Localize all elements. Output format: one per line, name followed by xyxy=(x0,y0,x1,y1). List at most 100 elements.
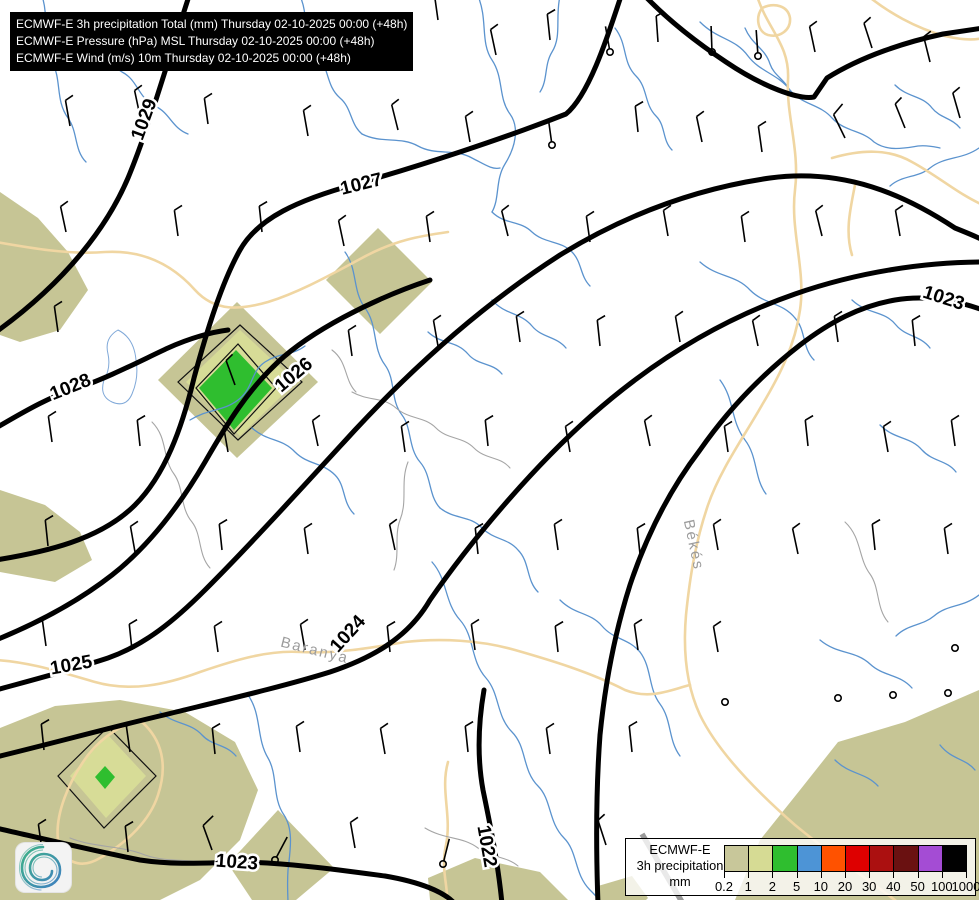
wind-barb xyxy=(808,20,818,53)
wind-barb xyxy=(213,620,223,653)
wind-barb xyxy=(133,84,143,117)
wind-barb xyxy=(943,522,953,555)
isobar-label: 1025 xyxy=(49,651,95,679)
legend-tick xyxy=(820,872,822,878)
wind-barb xyxy=(952,86,961,119)
header-line-precip: ECMWF-E 3h precipitation Total (mm) Thur… xyxy=(16,17,408,31)
wind-barb xyxy=(628,720,638,753)
wind-barb xyxy=(464,720,474,753)
wind-barb xyxy=(470,618,480,651)
isobar-label: 1023 xyxy=(920,282,967,315)
legend-tick-label: 1000 xyxy=(951,879,979,894)
wind-barb xyxy=(751,314,761,347)
wind-barb xyxy=(695,110,705,143)
legend-tick-label: 40 xyxy=(886,879,901,894)
legend-tick-label: 30 xyxy=(861,879,877,894)
wind-barb xyxy=(474,522,484,555)
wind-barb xyxy=(585,210,595,243)
region-label: Békés xyxy=(680,518,707,572)
wind-barb xyxy=(633,618,643,651)
wind-barb xyxy=(337,214,347,247)
legend-tick-label: 5 xyxy=(792,879,801,894)
wind-barb xyxy=(894,96,906,129)
wind-barb xyxy=(707,25,716,56)
wind-barb xyxy=(720,697,729,706)
legend-tick xyxy=(772,872,774,878)
legend-tick-label: 100 xyxy=(930,879,953,894)
wind-barb xyxy=(634,100,644,133)
wind-barb xyxy=(832,103,846,139)
wind-barb xyxy=(888,690,897,699)
wind-barb xyxy=(757,120,767,153)
app-logo xyxy=(15,842,72,893)
wind-barb xyxy=(125,720,135,753)
wind-barb xyxy=(202,815,214,851)
wind-barb xyxy=(712,518,722,551)
wind-barb xyxy=(349,816,359,849)
wind-barb xyxy=(303,522,313,555)
wind-barb xyxy=(950,643,959,652)
legend-tick-label: 1 xyxy=(744,879,752,894)
wind-barb xyxy=(655,11,665,43)
wind-barb xyxy=(643,414,653,447)
wind-barb xyxy=(59,200,69,233)
spiral-logo-icon xyxy=(18,843,62,891)
wind-barb xyxy=(347,324,357,357)
wind-barb xyxy=(596,314,606,347)
legend-swatch xyxy=(820,845,846,872)
wind-barb xyxy=(814,204,824,237)
wind-barb xyxy=(712,620,722,653)
wind-barb xyxy=(484,414,494,447)
wind-barb xyxy=(225,353,236,386)
wind-barb xyxy=(128,618,138,651)
wind-barb xyxy=(44,514,54,547)
legend-tick xyxy=(917,872,919,878)
wind-barb xyxy=(791,522,801,555)
wind-barb xyxy=(136,414,146,447)
legend-subtitle: 3h precipitation xyxy=(636,858,724,873)
wind-barb xyxy=(388,518,398,551)
legend-tick xyxy=(893,872,895,878)
wind-barb xyxy=(662,204,672,237)
wind-barb xyxy=(40,718,50,751)
legend-swatch xyxy=(869,845,895,872)
isobar-label: 1029 xyxy=(127,96,161,143)
legend-tick-label: 50 xyxy=(910,879,925,894)
wind-barb xyxy=(47,410,57,443)
wind-barb xyxy=(553,518,563,551)
wind-barb xyxy=(804,414,814,447)
wind-barb xyxy=(871,518,881,551)
legend-tick-label: 0.2 xyxy=(714,879,734,894)
legend-tick xyxy=(845,872,846,878)
wind-barb xyxy=(425,210,435,243)
isobar-1024 xyxy=(0,259,979,759)
wind-barb xyxy=(129,520,139,553)
wind-barb xyxy=(500,204,510,237)
legend-tick-label: 2 xyxy=(768,879,776,894)
legend-tick xyxy=(796,872,798,878)
wind-barb xyxy=(636,522,646,555)
isobar-1022 xyxy=(476,687,505,900)
legend-swatch xyxy=(796,845,822,872)
wind-barb xyxy=(546,8,556,41)
wind-barb xyxy=(218,518,228,551)
wind-barb xyxy=(270,836,288,864)
wind-barb xyxy=(863,16,873,49)
wind-barb xyxy=(740,210,750,243)
wind-barb xyxy=(124,820,134,853)
legend-swatch xyxy=(917,845,943,872)
wind-barb xyxy=(882,420,892,453)
wind-barb xyxy=(64,94,74,127)
wind-barb xyxy=(604,26,614,56)
wind-barb xyxy=(434,0,439,21)
isobar-topright xyxy=(645,0,979,100)
isobar-1025 xyxy=(0,173,979,692)
wind-barb xyxy=(943,688,952,697)
wind-barb xyxy=(547,119,556,150)
wind-barb xyxy=(950,414,960,447)
legend-swatch xyxy=(893,845,919,872)
wind-barbs-layer xyxy=(12,0,961,868)
wind-barb xyxy=(674,310,684,343)
